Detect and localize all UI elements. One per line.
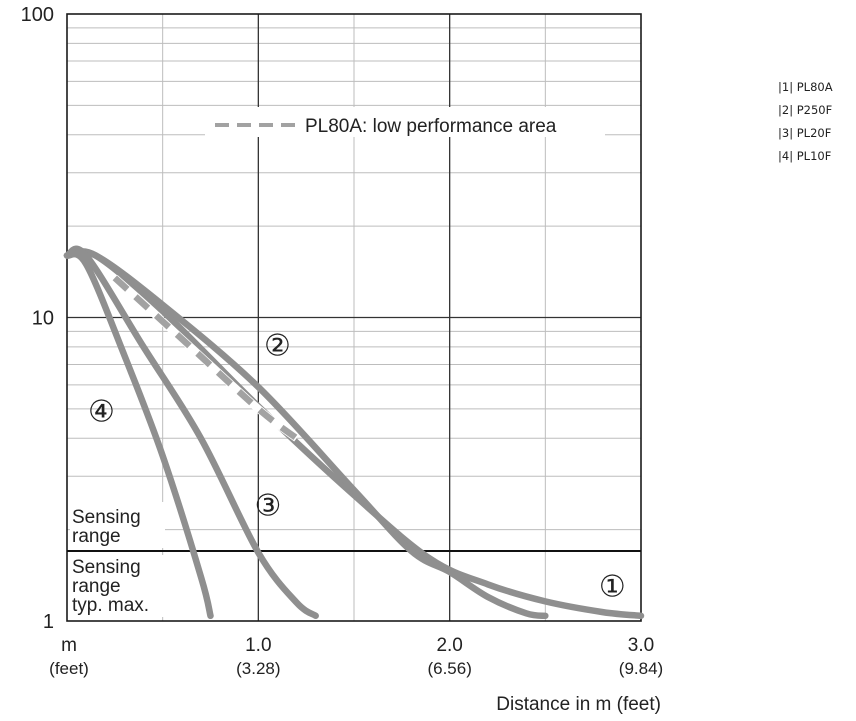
region-lower-bg <box>70 555 182 617</box>
series-3-line <box>63 245 319 620</box>
legend-item-4: |4| PL10F <box>778 149 832 163</box>
axes <box>66 13 642 622</box>
plot-frame <box>66 13 642 622</box>
series-4-marker: ④ <box>88 395 115 430</box>
annotation-low-performance: PL80A: low performance area <box>305 116 557 137</box>
y-tick-label: 100 <box>21 4 54 26</box>
x-tick-sublabel: (3.28) <box>236 659 280 678</box>
x-tick-label: 2.0 <box>436 635 462 656</box>
region-lower-label: typ. max. <box>72 595 149 616</box>
region-lower-label: range <box>72 576 121 597</box>
y-tick-label: 10 <box>32 308 54 330</box>
region-lower-label: Sensing <box>72 557 141 578</box>
x-tick-sublabel: (6.56) <box>427 659 471 678</box>
x-tick-sublabel: (9.84) <box>619 659 663 678</box>
x-axis-title: Distance in m (feet) <box>496 694 661 715</box>
x-tick-sublabel: (feet) <box>49 659 89 678</box>
curves <box>63 245 645 620</box>
x-tick-label: m <box>61 635 77 656</box>
annotation-background <box>205 107 605 137</box>
x-tick-label: 1.0 <box>245 635 271 656</box>
legend-item-1: |1| PL80A <box>778 80 833 94</box>
series-2-line <box>63 248 549 620</box>
dashed-segment <box>112 275 299 441</box>
region-upper-bg <box>70 502 165 548</box>
y-tick-label: 1 <box>43 611 54 633</box>
series-2-marker: ② <box>264 328 291 363</box>
x-tick-label: 3.0 <box>628 635 654 656</box>
legend-item-2: |2| P250F <box>778 103 833 117</box>
series-1-marker: ① <box>599 569 626 604</box>
series-4-line <box>63 250 214 620</box>
series-3-marker: ③ <box>254 489 281 524</box>
region-upper-label: range <box>72 526 121 547</box>
legend-item-3: |3| PL20F <box>778 126 832 140</box>
legend: |1| PL80A |2| P250F |3| PL20F |4| PL10F <box>778 76 833 168</box>
region-upper-label: Sensing <box>72 507 141 528</box>
labels: 1 10 100 m (feet) 1.0 (3.28) 2.0 (6.56) 3.0 (9.84)… <box>21 4 664 715</box>
